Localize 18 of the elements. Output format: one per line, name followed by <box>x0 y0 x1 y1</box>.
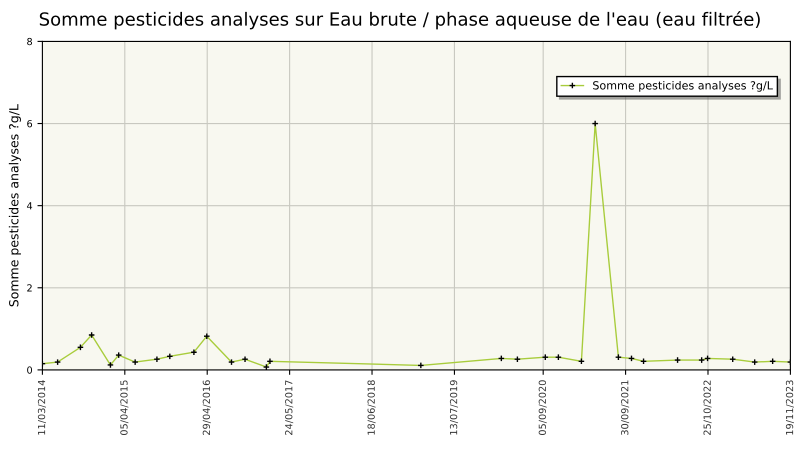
y-tick-label: 6 <box>27 120 32 128</box>
y-tick-label: 2 <box>27 284 32 292</box>
legend-label: Somme pesticides analyses ?g/L <box>593 80 773 92</box>
x-tick-label: 19/11/2023 <box>786 380 794 435</box>
x-tick-label: 18/06/2018 <box>367 380 376 435</box>
x-tick-label: 11/03/2014 <box>38 380 46 435</box>
y-axis-title: Somme pesticides analyses ?g/L <box>8 104 21 306</box>
x-tick-label: 24/05/2017 <box>285 380 294 435</box>
x-tick-label: 05/09/2020 <box>538 380 547 436</box>
y-tick-label: 8 <box>27 38 32 46</box>
x-tick-label: 30/09/2021 <box>621 380 630 435</box>
chart-title: Somme pesticides analyses sur Eau brute / phase aqueuse de l'eau (eau filtrée) <box>40 11 760 30</box>
y-tick-label: 4 <box>26 202 32 210</box>
x-tick-label: 05/04/2015 <box>120 380 128 436</box>
x-tick-label: 29/04/2016 <box>202 380 211 435</box>
x-tick-label: 13/07/2019 <box>450 380 458 435</box>
y-tick-label: 0 <box>27 366 32 374</box>
x-tick-label: 25/10/2022 <box>703 380 712 435</box>
